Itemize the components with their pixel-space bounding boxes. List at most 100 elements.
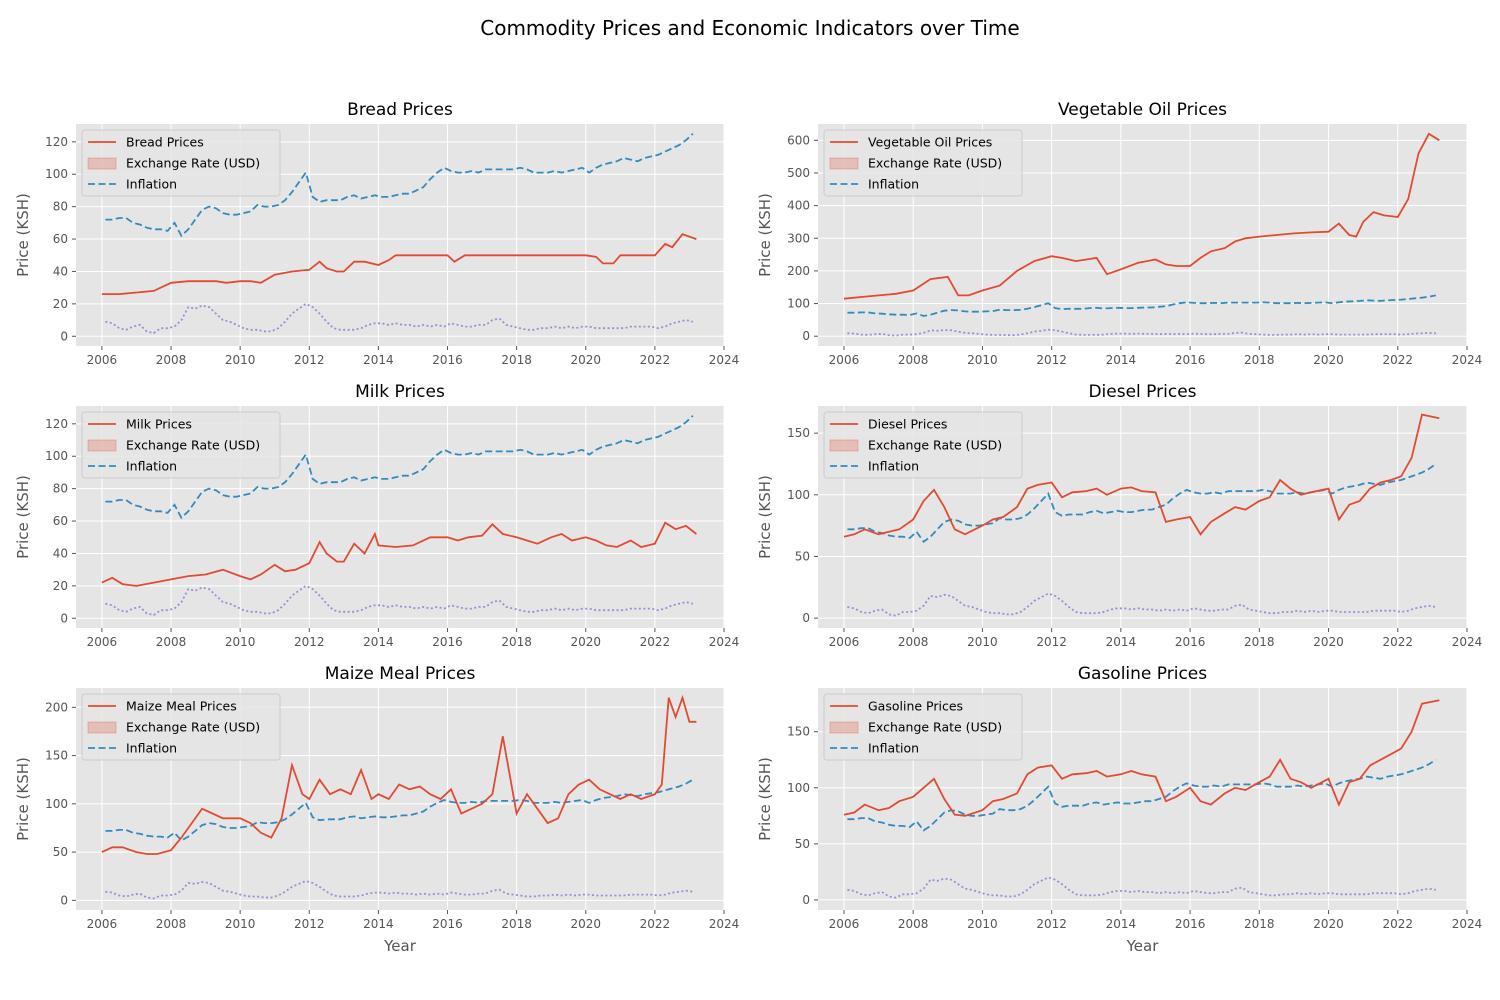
x-tick-label: 2010 [967, 917, 998, 931]
legend-inflation-label: Inflation [126, 741, 177, 756]
x-tick-label: 2020 [1313, 635, 1344, 649]
legend-box [823, 129, 1023, 197]
x-tick-label: 2024 [1452, 353, 1483, 367]
commodity-price-line [843, 413, 1440, 538]
y-tick-label: 100 [45, 797, 68, 811]
y-tick-label: 60 [53, 514, 68, 528]
x-tick-label: 2024 [709, 917, 740, 931]
x-tick-label: 2008 [156, 917, 187, 931]
x-tick-label: 2022 [1382, 917, 1413, 931]
y-axis-label: Price (KSH) [756, 193, 774, 277]
y-tick-label: 200 [45, 700, 68, 714]
y-axis-label: Price (KSH) [756, 475, 774, 559]
x-tick-label: 2022 [640, 635, 671, 649]
x-tick-label: 2006 [87, 635, 118, 649]
inflation-line [847, 759, 1437, 832]
subplot-4: 2006 2008 2010 2012 2014 2016 2018 2020 2022 2024… [756, 382, 1482, 649]
subplot-title: Maize Meal Prices [325, 664, 476, 684]
x-tick-label: 2024 [709, 635, 740, 649]
inflation-line [847, 463, 1437, 543]
x-tick-label: 2012 [1036, 917, 1067, 931]
y-tick-label: 0 [60, 329, 68, 343]
x-tick-label: 2014 [363, 635, 394, 649]
y-axis-label: Price (KSH) [14, 193, 32, 277]
x-tick-label: 2018 [1244, 353, 1275, 367]
legend-exchange-label: Exchange Rate (USD) [126, 438, 260, 453]
x-tick-label: 2016 [432, 635, 463, 649]
legend-exchange-swatch [87, 721, 117, 734]
x-tick-label: 2006 [829, 917, 860, 931]
legend-exchange-swatch [829, 157, 859, 170]
x-tick-label: 2012 [1036, 635, 1067, 649]
y-tick-label: 50 [795, 837, 810, 851]
legend-exchange-label: Exchange Rate (USD) [868, 156, 1002, 171]
legend-inflation-label: Inflation [126, 177, 177, 192]
x-tick-label: 2018 [501, 635, 532, 649]
x-tick-label: 2018 [501, 917, 532, 931]
legend-box [81, 693, 281, 761]
y-tick-label: 120 [45, 417, 68, 431]
subplot-5: 2006 2008 2010 2012 2014 2016 2018 2020 2022 2024… [14, 664, 739, 955]
commodity-price-line [101, 233, 697, 296]
x-tick-label: 2020 [1313, 917, 1344, 931]
x-tick-label: 2014 [363, 353, 394, 367]
y-tick-label: 0 [60, 893, 68, 907]
legend-box [823, 693, 1023, 761]
y-axis-label: Price (KSH) [14, 757, 32, 841]
legend-box [823, 411, 1023, 479]
x-tick-label: 2012 [294, 917, 325, 931]
legend-exchange-swatch [87, 439, 117, 452]
x-tick-label: 2008 [156, 353, 187, 367]
x-tick-label: 2022 [1382, 353, 1413, 367]
y-tick-label: 20 [53, 297, 68, 311]
x-tick-label: 2008 [156, 635, 187, 649]
x-tick-label: 2006 [87, 917, 118, 931]
y-tick-label: 150 [787, 426, 810, 440]
commodity-price-line [843, 699, 1440, 817]
y-tick-label: 50 [795, 549, 810, 563]
x-tick-label: 2010 [225, 353, 256, 367]
x-tick-label: 2016 [1175, 917, 1206, 931]
y-tick-label: 600 [787, 133, 810, 147]
x-tick-label: 2008 [898, 917, 929, 931]
y-tick-label: 120 [45, 135, 68, 149]
y-tick-label: 20 [53, 579, 68, 593]
x-tick-label: 2022 [640, 353, 671, 367]
commodity-price-line [101, 694, 697, 855]
subplot-title: Milk Prices [355, 382, 445, 402]
x-axis-label: Year [1126, 937, 1160, 955]
subplot-title: Bread Prices [347, 100, 453, 120]
subplot-2: 2006 2008 2010 2012 2014 2016 2018 2020 2022 2024… [756, 100, 1482, 367]
legend-exchange-label: Exchange Rate (USD) [126, 720, 260, 735]
x-tick-label: 2012 [1036, 353, 1067, 367]
y-tick-label: 40 [53, 546, 68, 560]
y-tick-label: 0 [802, 611, 810, 625]
y-tick-label: 100 [45, 449, 68, 463]
x-tick-label: 2008 [898, 353, 929, 367]
y-tick-label: 300 [787, 231, 810, 245]
x-tick-label: 2016 [1175, 635, 1206, 649]
x-tick-label: 2014 [1106, 353, 1137, 367]
x-tick-label: 2006 [829, 635, 860, 649]
subplot-1: 2006 2008 2010 2012 2014 2016 2018 2020 2022 2024… [14, 100, 739, 367]
x-tick-label: 2010 [967, 635, 998, 649]
legend-box [81, 129, 281, 197]
y-tick-label: 100 [787, 781, 810, 795]
commodity-price-line [843, 132, 1440, 300]
x-tick-label: 2006 [87, 353, 118, 367]
x-tick-label: 2020 [570, 917, 601, 931]
x-tick-label: 2014 [1106, 917, 1137, 931]
legend-inflation-label: Inflation [868, 741, 919, 756]
x-tick-label: 2008 [898, 635, 929, 649]
x-tick-label: 2016 [432, 353, 463, 367]
commodity-price-line [101, 521, 697, 587]
inflation-line [105, 778, 694, 842]
legend-exchange-swatch [87, 157, 117, 170]
legend-exchange-swatch [829, 721, 859, 734]
legend-exchange-label: Exchange Rate (USD) [868, 438, 1002, 453]
y-axis-label: Price (KSH) [756, 757, 774, 841]
x-tick-label: 2012 [294, 635, 325, 649]
x-tick-label: 2006 [829, 353, 860, 367]
legend-commodity-label: Diesel Prices [868, 417, 947, 432]
